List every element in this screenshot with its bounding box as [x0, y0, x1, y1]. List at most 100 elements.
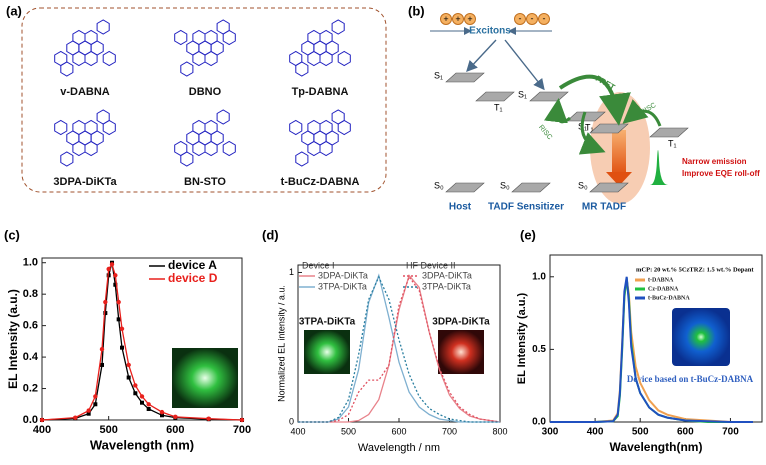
annotation: 3TPA-DiKTa: [299, 317, 356, 328]
device-photo: [672, 308, 730, 366]
legend-label: 3DPA-DiKTa: [318, 270, 368, 280]
marker: [126, 375, 131, 380]
emission-arrowhead: [606, 172, 632, 186]
molecule-ring: [289, 119, 303, 136]
molecule-ring: [204, 119, 218, 136]
x-tick-label: 700: [442, 426, 457, 436]
x-tick-label: 700: [233, 424, 251, 436]
marker: [133, 391, 138, 396]
x-tick-label: 400: [290, 426, 305, 436]
molecule-name: BN-STO: [184, 176, 226, 188]
legend-label: 3TPA-DiKTa: [318, 281, 367, 291]
molecule-ring: [216, 109, 230, 125]
electron: [514, 13, 526, 25]
legend-label: device D: [168, 271, 218, 285]
molecule-ring: [337, 50, 351, 67]
emission-peak: [650, 150, 668, 185]
y-tick-label: 0: [289, 416, 294, 426]
molecule-ring: [174, 29, 188, 46]
legend-title: mCP: 20 wt.% 5CzTRZ: 1.5 wt.% Dopant: [636, 266, 754, 273]
state-label: S₀: [578, 180, 588, 190]
marker: [103, 299, 108, 305]
molecule-ring: [192, 119, 206, 136]
marker: [109, 262, 115, 267]
emission-beam: [612, 130, 626, 175]
y-tick-label: 0.0: [532, 417, 546, 428]
hole: [440, 13, 452, 25]
molecule-ring: [295, 61, 309, 77]
energy-level: [529, 91, 569, 102]
y-tick-label: 0.2: [23, 382, 38, 394]
hole-sign: +: [467, 14, 472, 24]
charts: (c) 400 500 600 700 0.0 0.2 0.4 0.6 0.8 1.0 Wavelen…: [4, 227, 763, 454]
annotation: Device based on t-BuCz-DABNA: [627, 374, 754, 384]
energy-level: [589, 182, 629, 193]
legend-title: Device I: [302, 260, 335, 270]
energy-level: [475, 91, 515, 102]
hole: [464, 13, 476, 25]
arrow: [504, 39, 545, 91]
molecule-ring: [180, 61, 194, 77]
y-axis-label: Normalized EL intensity / a.u.: [276, 285, 286, 402]
x-tick-label: 700: [722, 427, 739, 438]
energy-level: [445, 72, 485, 83]
legend-title: HF Device II: [406, 260, 456, 270]
x-axis-label: Wavelength(nm): [610, 440, 703, 454]
molecule-frame: [21, 7, 387, 193]
y-tick-label: 0.6: [23, 320, 38, 332]
risc-label: RISC: [639, 102, 657, 116]
feed-arrow: [578, 111, 606, 155]
molecule-ring: [84, 50, 98, 67]
risc-arrow: [544, 98, 571, 124]
y-tick-label: 0.0: [23, 414, 38, 426]
molecule-ring: [60, 61, 74, 77]
marker: [159, 409, 165, 415]
molecule-ring: [331, 109, 345, 125]
y-tick-label: 0.5: [532, 344, 546, 355]
hole-sign: +: [443, 14, 448, 24]
marker: [139, 394, 145, 399]
annotation: 3DPA-DiKTa: [432, 317, 490, 328]
marker: [86, 411, 91, 416]
molecule-ring: [72, 29, 86, 46]
risc-label: RISC: [537, 124, 553, 141]
hole-sign: +: [455, 14, 460, 24]
molecule-name: 3DPA-DiKTa: [53, 176, 117, 188]
molecule-ring: [54, 119, 68, 136]
series-line: [550, 276, 753, 423]
x-tick-label: 600: [677, 427, 694, 438]
molecules: v-DABNA DBNO Tp-DABNA 3DPA-DiKTa BN-STO t-BuC…: [53, 19, 359, 188]
molecule-ring: [222, 140, 236, 157]
molecule-ring: [204, 140, 218, 157]
x-axis-label: Wavelength / nm: [358, 442, 440, 454]
marker: [103, 311, 108, 316]
y-tick-label: 0.4: [23, 351, 39, 363]
state-label: T₁: [494, 102, 503, 112]
y-axis-label: EL Intensity (a.u.): [516, 292, 528, 384]
molecule-ring: [84, 29, 98, 46]
fret-arrow: [558, 74, 631, 126]
excitons-label: Excitons: [469, 26, 511, 37]
molecule-ring: [84, 119, 98, 136]
molecule-name: v-DABNA: [60, 86, 110, 98]
state-label: S₀: [434, 180, 444, 190]
energy-level: [649, 127, 689, 138]
marker: [93, 394, 98, 399]
legend-label: 3TPA-DiKTa: [422, 281, 471, 291]
energy-level: [511, 182, 551, 193]
marker: [113, 282, 118, 287]
molecule-ring: [204, 29, 218, 46]
marker: [160, 413, 164, 418]
series-line: [298, 275, 501, 423]
molecule-ring: [319, 50, 333, 67]
series-line: [298, 275, 500, 423]
state-label: T₁: [585, 122, 594, 132]
electron: [538, 13, 550, 25]
molecule-ring: [96, 19, 110, 35]
note: Narrow emission: [682, 157, 747, 166]
molecule-ring: [102, 50, 116, 67]
state-label: S₀: [500, 180, 510, 190]
plot-frame: [41, 257, 243, 421]
x-tick-label: 500: [99, 424, 117, 436]
